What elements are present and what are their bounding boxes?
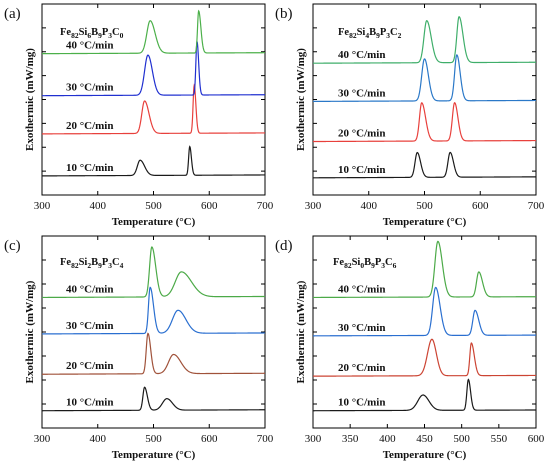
series-label: 20 °C/min [338,362,386,374]
x-tick-label: 400 [379,433,396,445]
x-tick-label: 600 [201,200,218,212]
x-tick-label: 500 [145,200,162,212]
x-tick-label: 500 [416,200,433,212]
x-tick-label: 450 [416,433,433,445]
composition-label: Fe82Si0B9P3C6 [333,257,397,270]
series-label: 20 °C/min [66,360,114,372]
series-label: 30 °C/min [66,82,114,94]
series-label: 40 °C/min [338,283,386,295]
series-label: 30 °C/min [338,87,386,99]
x-tick-label: 400 [90,200,107,212]
x-tick-label: 600 [472,200,489,212]
panels: 300 400 500 600 700 Temperature (°C) Exothermi… [4,4,545,461]
series-label: 10 °C/min [338,164,386,176]
panel-letter: (a) [4,6,21,22]
x-tick-label: 400 [90,433,107,445]
series-label: 10 °C/min [66,397,114,409]
series-label: 10 °C/min [66,162,114,174]
y-axis-title: Exothermic (mW/mg) [24,280,36,383]
composition-label: Fe82Si4B9P3C2 [338,27,402,40]
x-tick-label: 300 [34,200,51,212]
panel-letter: (d) [275,238,293,254]
composition-label: Fe82Si2B9P3C4 [60,257,124,270]
panel-d: 300 350 400 450 500 550 600 Temperature (°C) Exo… [275,236,545,461]
x-tick-label: 300 [305,433,322,445]
series-label: 10 °C/min [338,397,386,409]
x-tick-label: 500 [453,433,470,445]
x-tick-label: 700 [257,433,274,445]
series-label: 40 °C/min [338,49,386,61]
x-tick-label: 700 [257,200,274,212]
series-label: 20 °C/min [66,120,114,132]
x-tick-label: 300 [34,433,51,445]
series-label: 30 °C/min [66,320,114,332]
y-axis-title: Exothermic (mW/mg) [295,48,307,151]
panel-b: 300 400 500 600 700 Temperature (°C) Exothermi… [275,4,545,228]
x-tick-label: 350 [342,433,359,445]
x-tick-label: 500 [145,433,162,445]
x-tick-label: 400 [361,200,378,212]
x-tick-label: 600 [528,433,545,445]
panel-letter: (b) [275,6,293,22]
series-label: 30 °C/min [338,322,386,334]
x-axis-title: Temperature (°C) [383,449,467,461]
panel-a: 300 400 500 600 700 Temperature (°C) Exothermi… [4,4,274,228]
x-tick-label: 300 [305,200,322,212]
x-tick-label: 700 [528,200,545,212]
series-label: 20 °C/min [338,128,386,140]
x-axis-title: Temperature (°C) [112,216,196,228]
x-axis-title: Temperature (°C) [112,449,196,461]
series-label: 40 °C/min [66,283,114,295]
x-tick-label: 600 [201,433,218,445]
composition-label: Fe82Si6B9P3C0 [60,27,124,40]
panel-letter: (c) [4,238,21,254]
x-tick-label: 550 [491,433,508,445]
x-axis-title: Temperature (°C) [383,216,467,228]
series-label: 40 °C/min [66,40,114,52]
y-axis-title: Exothermic (mW/mg) [295,280,307,383]
panel-c: 300 400 500 600 700 Temperature (°C) Exothermi… [4,236,274,461]
y-axis-title: Exothermic (mW/mg) [24,48,36,151]
